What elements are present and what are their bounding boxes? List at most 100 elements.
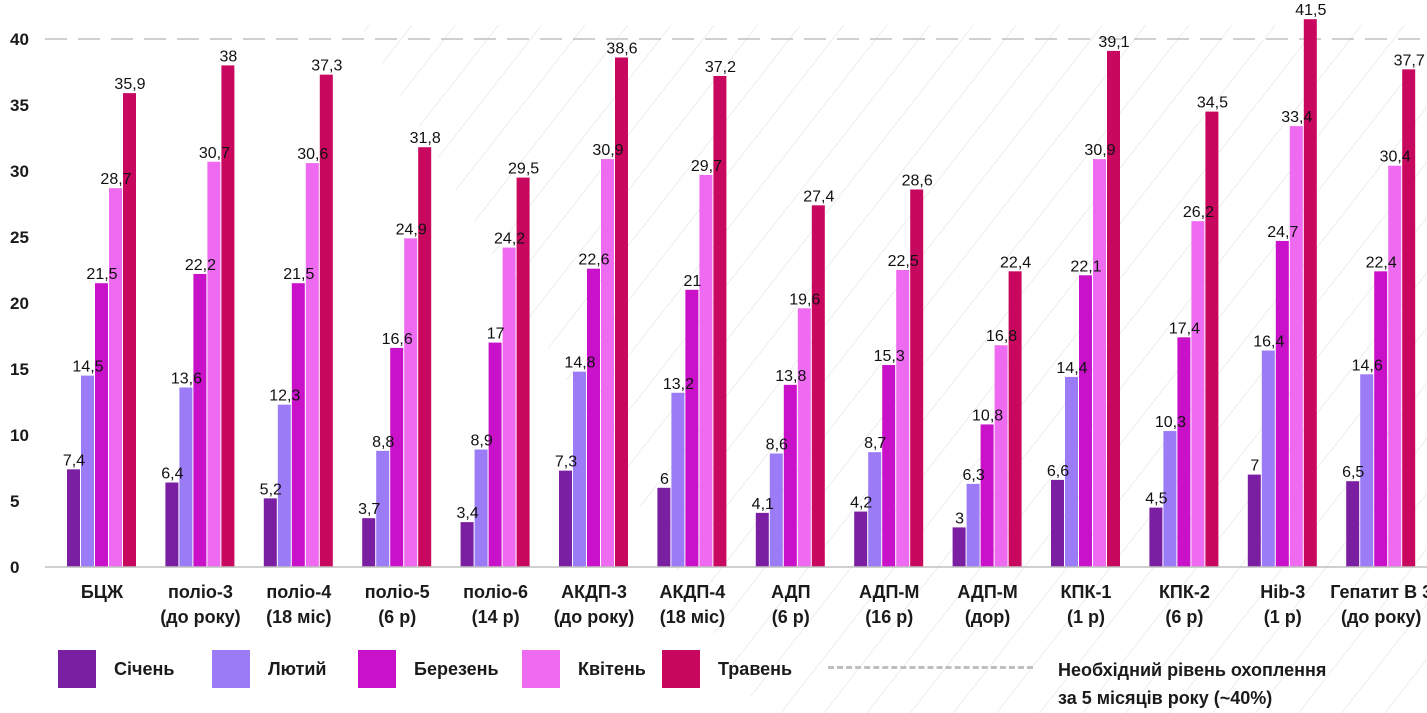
bar	[221, 65, 235, 568]
data-label: 21,5	[86, 266, 117, 283]
data-label: 39,1	[1098, 34, 1129, 51]
bar	[81, 375, 94, 567]
x-tick-label: АДП	[771, 582, 810, 602]
data-label: 38,6	[606, 40, 637, 57]
data-label: 21,5	[283, 266, 314, 283]
data-label: 24,2	[494, 231, 525, 248]
bar	[376, 450, 390, 567]
y-tick-label: 35	[10, 96, 29, 115]
legend-item-february: Лютий	[212, 650, 327, 688]
y-axis: 0 5 10 15 20 25 30 35 40	[10, 30, 29, 577]
data-label: 30,6	[297, 146, 328, 163]
data-label: 22,6	[578, 252, 609, 269]
data-label: 38	[220, 48, 238, 65]
data-label: 8,6	[766, 436, 788, 453]
bar	[587, 268, 600, 567]
bar	[460, 522, 474, 567]
bar	[1289, 126, 1303, 568]
bar	[1346, 481, 1360, 567]
data-label: 13,8	[775, 368, 806, 385]
y-tick-label: 15	[10, 360, 29, 379]
bar	[769, 453, 783, 567]
data-label: 30,7	[199, 145, 230, 162]
bar	[1149, 507, 1163, 567]
y-tick-label: 20	[10, 294, 29, 313]
x-tick-label: АДП-М	[957, 582, 1017, 602]
x-tick-label: (6 р)	[1165, 607, 1203, 627]
bar	[685, 289, 699, 567]
bar	[1303, 19, 1317, 567]
data-label: 33,4	[1281, 109, 1312, 126]
data-label: 37,3	[311, 58, 342, 75]
x-tick-label: БЦЖ	[81, 582, 124, 602]
x-tick-label: КПК-2	[1159, 582, 1210, 602]
data-label: 3,4	[456, 505, 478, 522]
x-tick-label: (до року)	[160, 607, 240, 627]
x-tick-label: (6 р)	[772, 607, 810, 627]
bar	[1388, 165, 1402, 567]
bar	[502, 247, 516, 567]
legend-label-march: Березень	[414, 658, 499, 679]
bar	[1079, 275, 1092, 567]
data-label: 19,6	[789, 291, 820, 308]
legend-item-january: Січень	[58, 650, 174, 688]
bar	[516, 177, 530, 567]
bar	[1093, 159, 1106, 567]
data-label: 30,4	[1380, 149, 1411, 166]
bar	[1107, 50, 1120, 567]
bar	[193, 273, 207, 567]
legend-item-march: Березень	[358, 650, 499, 688]
data-label: 6,4	[161, 466, 183, 483]
bar	[1402, 69, 1416, 568]
legend: Січень Лютий Березень Квітень Травень Не…	[0, 650, 1427, 710]
data-label: 24,7	[1267, 224, 1298, 241]
legend-label-may: Травень	[718, 658, 793, 679]
bar	[868, 452, 882, 567]
bar	[980, 424, 994, 567]
x-tick-label: (6 р)	[378, 607, 416, 627]
data-label: 13,6	[171, 370, 202, 387]
y-tick-label: 25	[10, 228, 29, 247]
bar	[404, 238, 418, 567]
data-label: 14,8	[564, 355, 595, 372]
data-label: 29,7	[691, 158, 722, 175]
data-label: 31,8	[410, 130, 441, 147]
data-label: 7,4	[63, 452, 85, 469]
data-label: 16,6	[382, 331, 413, 348]
legend-item-april: Квітень	[522, 650, 646, 688]
bar	[1275, 240, 1289, 567]
data-label: 10,3	[1155, 414, 1186, 431]
x-tick-label: поліо-5	[365, 582, 430, 602]
bar	[994, 345, 1008, 567]
bar	[95, 283, 108, 567]
x-tick-label: поліо-4	[266, 582, 331, 602]
data-label: 7,3	[555, 454, 577, 471]
legend-swatch-february	[212, 650, 250, 688]
bar	[1247, 474, 1261, 567]
bar	[854, 511, 868, 567]
y-tick-label: 5	[10, 492, 19, 511]
data-label: 17	[487, 326, 505, 343]
data-label: 4,1	[752, 496, 774, 513]
bar	[362, 518, 376, 567]
bar	[390, 347, 404, 567]
y-tick-label: 10	[10, 426, 29, 445]
legend-label-february: Лютий	[268, 658, 327, 679]
bar	[1065, 376, 1078, 567]
x-tick-label: Hib-3	[1260, 582, 1305, 602]
bar	[1163, 431, 1177, 567]
bar	[1261, 350, 1275, 567]
legend-swatch-january	[58, 650, 96, 688]
data-label: 7	[1250, 458, 1259, 475]
bar	[277, 404, 291, 567]
bar	[1051, 479, 1064, 567]
bar	[207, 161, 221, 567]
x-tick-label: АКДП-4	[660, 582, 726, 602]
data-label: 14,6	[1352, 357, 1383, 374]
data-labels-layer: 7,4 14,5 21,5 28,7 35,9 6,4 13,6 22,2 30,7 38 5,2 1…	[63, 2, 1425, 527]
bar	[601, 159, 614, 567]
legend-swatch-april	[522, 650, 560, 688]
x-tick-label: (1 р)	[1067, 607, 1105, 627]
data-label: 6,6	[1047, 463, 1069, 480]
bar	[263, 498, 277, 567]
